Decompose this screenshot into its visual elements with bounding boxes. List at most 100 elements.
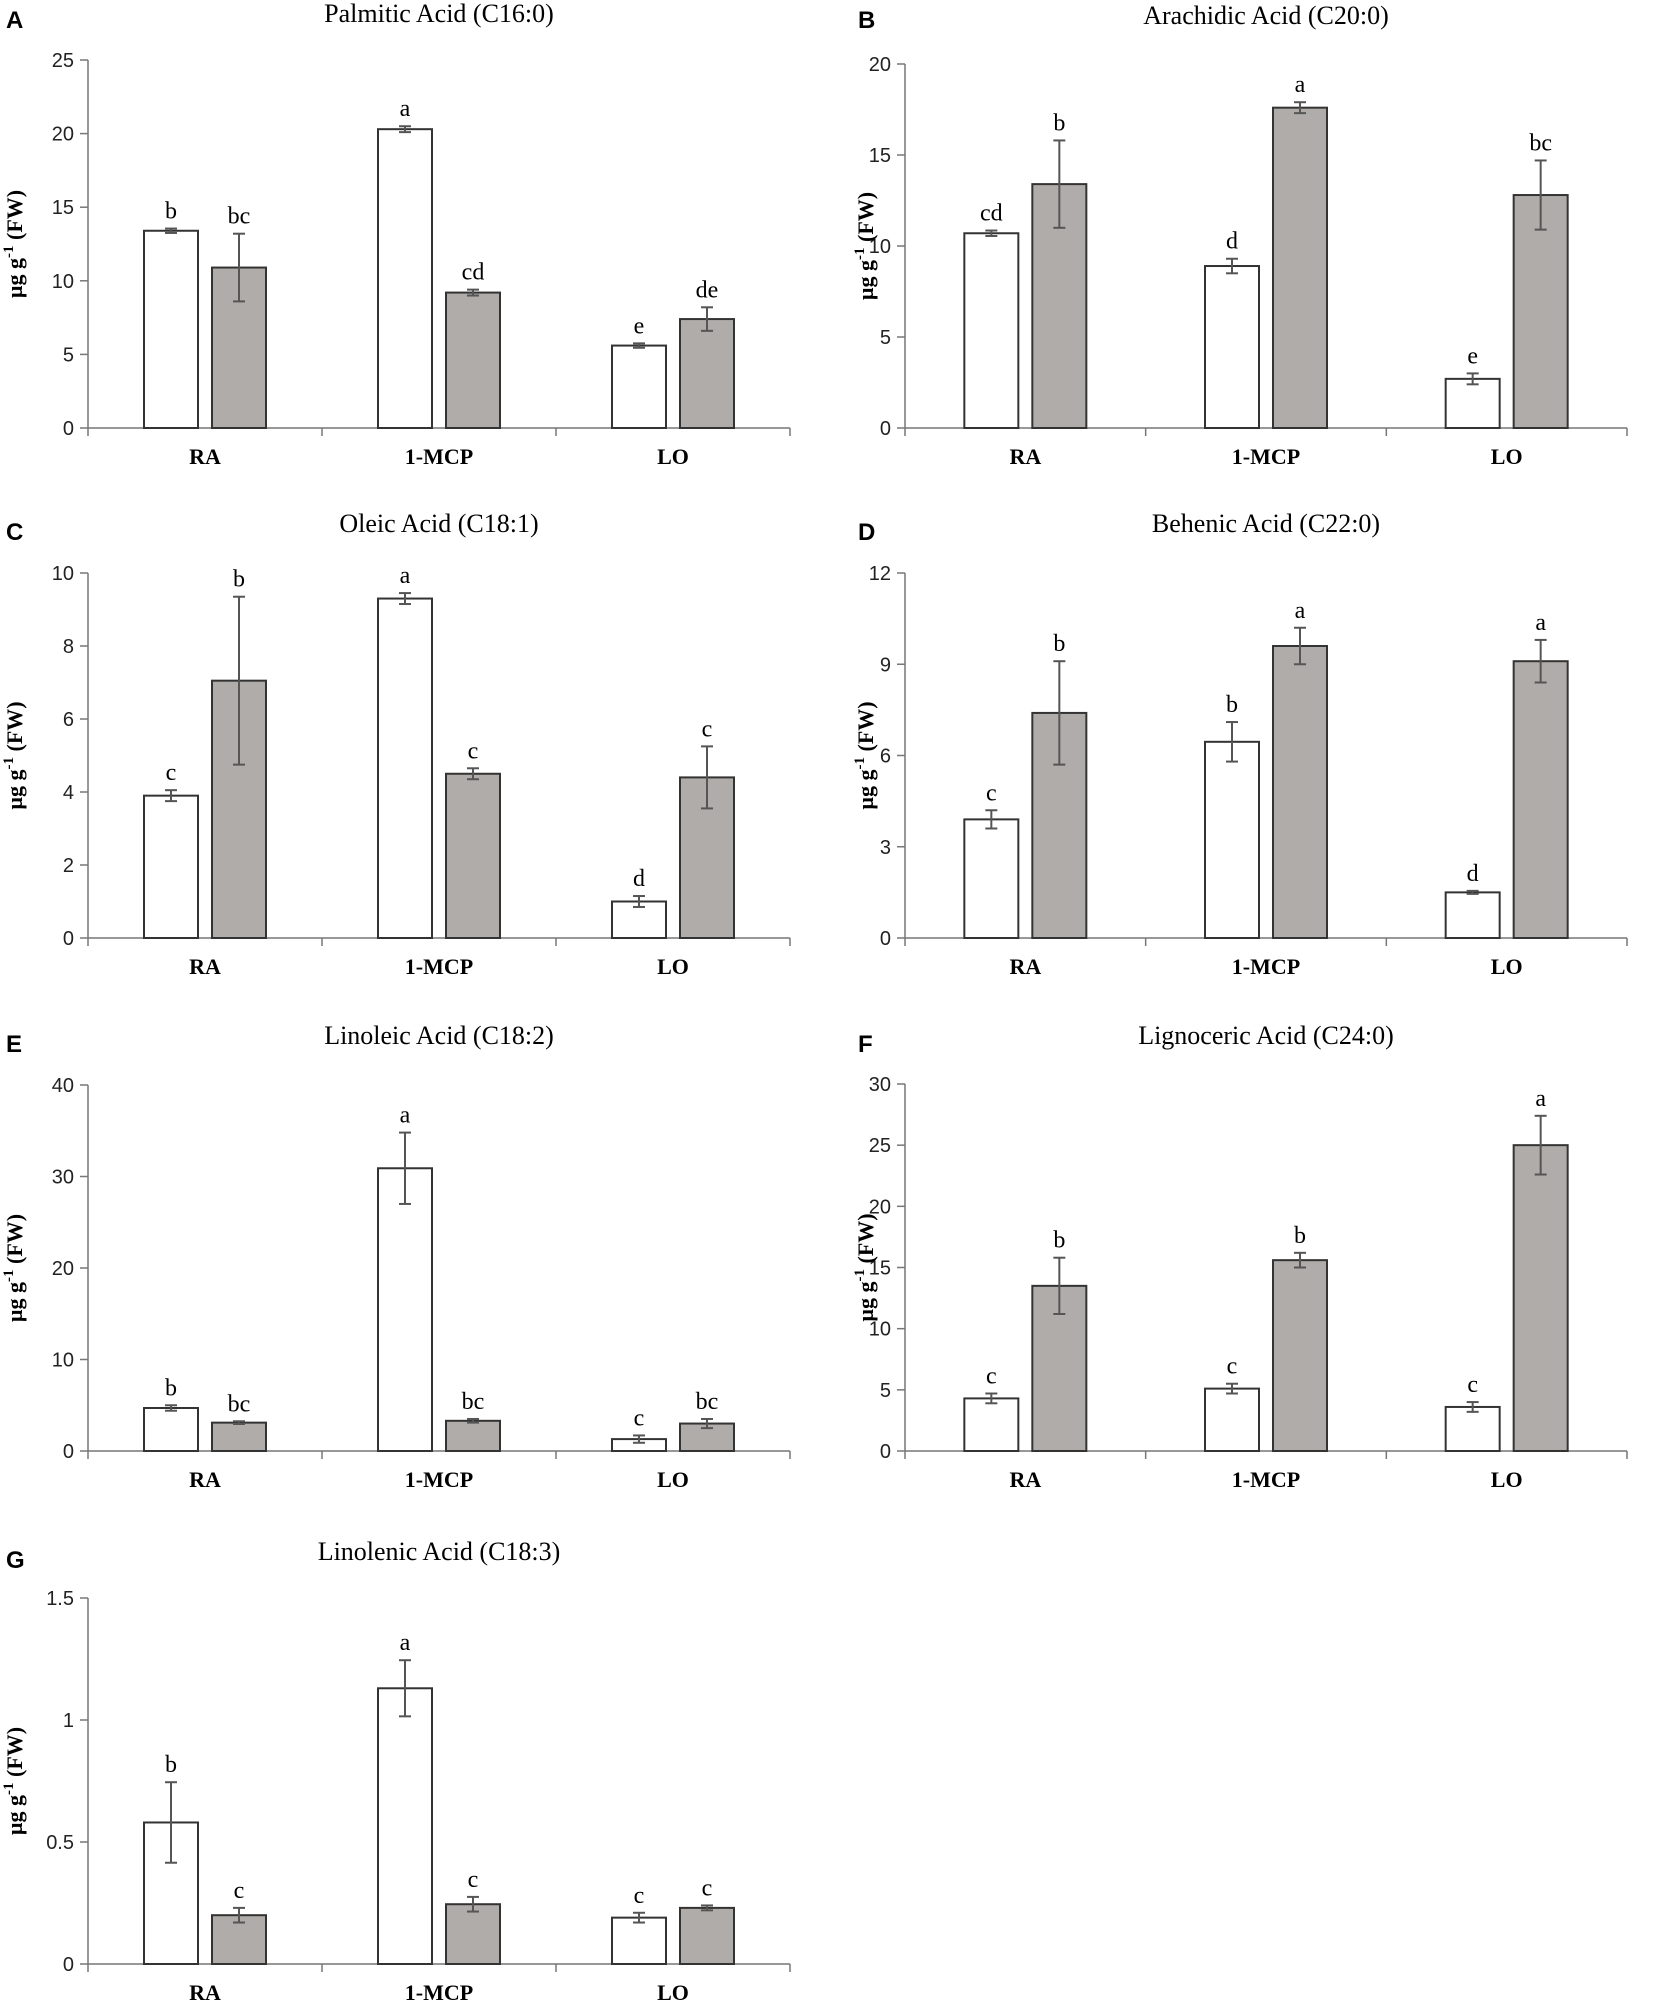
x-category-label: RA: [1009, 444, 1041, 469]
bar-white-lo: [1444, 891, 1501, 939]
bar-white-ra: [143, 1406, 199, 1452]
x-category-label: RA: [189, 444, 221, 469]
bar-white-ra: [963, 818, 1020, 939]
significance-letter: cd: [980, 201, 1003, 227]
chart-panel-a: A Palmitic Acid (C16:0) 0 5 10 15 20 25 µg g-1 (…: [1, 0, 791, 469]
y-axis-label-main: µg g: [2, 1282, 27, 1322]
significance-letter: e: [634, 313, 645, 339]
y-axis-label: µg g-1 (FW): [1, 190, 27, 298]
significance-letter: a: [400, 1630, 411, 1656]
bar-gray-lo: [1512, 660, 1569, 939]
y-tick-label: 0: [63, 1441, 74, 1463]
y-tick-label: 1: [63, 1710, 74, 1732]
y-tick-label: 25: [52, 50, 74, 72]
significance-letter: a: [1295, 72, 1306, 98]
y-tick-label: 20: [869, 1196, 891, 1218]
significance-letter: b: [165, 1752, 177, 1778]
y-tick-label: 20: [52, 1258, 74, 1280]
x-category-label: RA: [189, 954, 221, 979]
significance-letter: b: [1226, 692, 1238, 718]
bar-white-1-mcp: [377, 597, 433, 939]
significance-letter: d: [633, 866, 645, 892]
x-category-label: RA: [189, 1980, 221, 2005]
chart-panel-d: D Behenic Acid (C22:0) 0 3 6 9 12 µg g-1 (FW) RA…: [852, 509, 1628, 979]
bar-gray-1-mcp: [445, 772, 501, 939]
y-axis-label: µg g-1 (FW): [1, 1214, 27, 1322]
y-axis-label-unit: (FW): [853, 701, 878, 757]
y-axis-label: µg g-1 (FW): [1, 1727, 27, 1835]
bar-gray-1-mcp: [445, 1903, 501, 1965]
y-tick-label: 0: [880, 418, 891, 440]
y-axis-label-main: µg g: [853, 260, 878, 300]
y-tick-label: 15: [869, 145, 891, 167]
chart-title: Oleic Acid (C18:1): [339, 509, 538, 538]
y-axis-label-unit: (FW): [2, 1214, 27, 1270]
panel-letter: E: [6, 1031, 22, 1058]
significance-letter: a: [1295, 598, 1306, 624]
bar-white-lo: [611, 1916, 667, 1966]
chart-title: Palmitic Acid (C16:0): [324, 0, 554, 28]
y-tick-label: 4: [63, 782, 74, 804]
significance-letter: c: [634, 1883, 645, 1909]
bar-white-ra: [963, 1397, 1020, 1452]
x-category-label: LO: [1491, 444, 1523, 469]
y-tick-label: 10: [52, 1350, 74, 1372]
chart-panel-e: E Linoleic Acid (C18:2) 0 10 20 30 40 µg g-1 (F…: [1, 1021, 791, 1492]
bar-gray-ra: [211, 1421, 267, 1453]
y-tick-label: 10: [52, 563, 74, 585]
x-category-label: 1-MCP: [1232, 1467, 1300, 1492]
significance-letter: bc: [228, 204, 251, 230]
y-axis-label-superscript: -1: [852, 1269, 868, 1282]
chart-title: Behenic Acid (C22:0): [1152, 509, 1380, 538]
panel-letter: G: [6, 1547, 25, 1574]
significance-letter: a: [400, 1103, 411, 1129]
y-axis-label: µg g-1 (FW): [852, 701, 878, 809]
significance-letter: a: [1535, 610, 1546, 636]
y-axis-label-main: µg g: [853, 1281, 878, 1321]
chart-title: Linoleic Acid (C18:2): [324, 1021, 554, 1050]
y-tick-label: 0: [63, 928, 74, 950]
x-category-label: RA: [189, 1467, 221, 1492]
y-tick-label: 3: [880, 837, 891, 859]
bar-gray-1-mcp: [1272, 106, 1328, 430]
y-tick-label: 20: [869, 54, 891, 76]
significance-letter: c: [702, 716, 713, 742]
bar-white-lo: [1444, 377, 1501, 429]
significance-letter: a: [400, 563, 411, 589]
y-tick-label: 25: [869, 1135, 891, 1157]
y-tick-label: 9: [880, 654, 891, 676]
y-axis-label-superscript: -1: [1, 1269, 17, 1282]
bar-white-1-mcp: [1204, 740, 1260, 939]
y-tick-label: 0: [880, 1441, 891, 1463]
bar-white-1-mcp: [1204, 265, 1260, 429]
significance-letter: c: [166, 760, 177, 786]
x-category-label: 1-MCP: [1232, 444, 1300, 469]
significance-letter: c: [1227, 1354, 1238, 1380]
bar-gray-1-mcp: [1272, 1259, 1328, 1453]
y-axis-label-superscript: -1: [852, 757, 868, 770]
bar-gray-1-mcp: [1272, 645, 1328, 939]
bar-white-lo: [1444, 1405, 1501, 1452]
y-axis-label: µg g-1 (FW): [852, 192, 878, 300]
x-category-label: LO: [1491, 1467, 1523, 1492]
significance-letter: c: [1467, 1372, 1478, 1398]
significance-letter: d: [1467, 861, 1479, 887]
y-tick-label: 0.5: [46, 1832, 74, 1854]
bar-white-ra: [143, 229, 199, 429]
x-category-label: LO: [657, 444, 689, 469]
y-axis-label-superscript: -1: [1, 1782, 17, 1795]
y-axis-label-unit: (FW): [853, 1213, 878, 1269]
y-axis-label-unit: (FW): [2, 1727, 27, 1783]
chart-panel-f: F Lignoceric Acid (C24:0) 0 5 10 15 20 25 30 µg g…: [852, 1021, 1628, 1492]
y-axis-label: µg g-1 (FW): [1, 701, 27, 809]
y-tick-label: 5: [880, 1380, 891, 1402]
y-axis-label-unit: (FW): [2, 701, 27, 757]
x-category-label: 1-MCP: [405, 444, 473, 469]
significance-letter: de: [696, 277, 719, 303]
y-tick-label: 8: [63, 636, 74, 658]
y-axis-label-unit: (FW): [2, 190, 27, 246]
significance-letter: bc: [228, 1391, 251, 1417]
y-tick-label: 40: [52, 1075, 74, 1097]
significance-letter: b: [233, 567, 245, 593]
y-tick-label: 12: [869, 563, 891, 585]
